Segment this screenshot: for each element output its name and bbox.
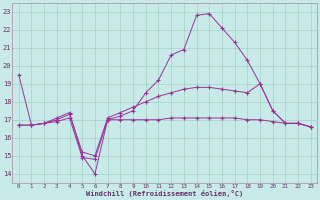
X-axis label: Windchill (Refroidissement éolien,°C): Windchill (Refroidissement éolien,°C): [86, 190, 244, 197]
